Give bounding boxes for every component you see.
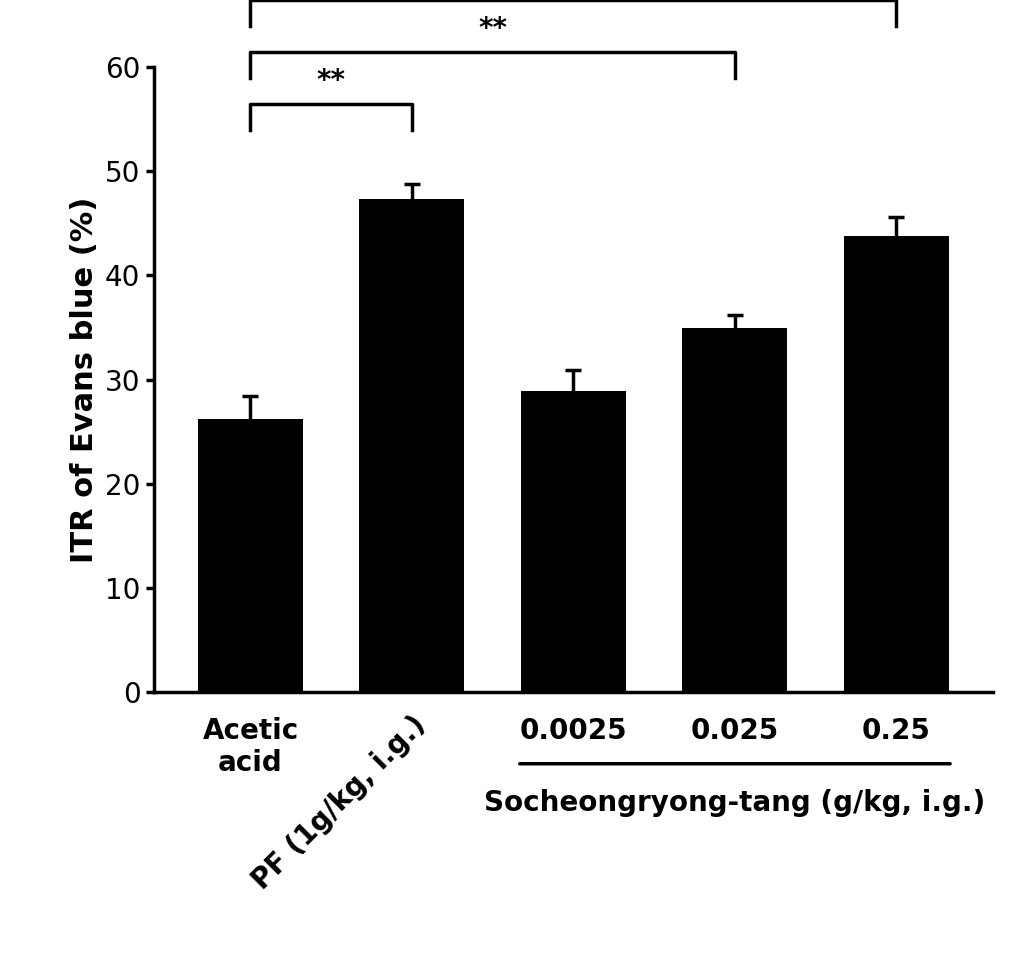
Bar <box>682 328 787 692</box>
Bar <box>844 235 949 692</box>
Text: Socheongryong-tang (g/kg, i.g.): Socheongryong-tang (g/kg, i.g.) <box>484 789 985 817</box>
Text: **: ** <box>478 15 507 43</box>
Text: **: ** <box>316 67 346 95</box>
Bar <box>521 391 626 692</box>
Text: 0.0025: 0.0025 <box>519 717 628 745</box>
Bar <box>198 419 303 692</box>
Text: PF (1g/kg, i.g.): PF (1g/kg, i.g.) <box>247 710 432 895</box>
Bar <box>359 200 465 692</box>
Y-axis label: ITR of Evans blue (%): ITR of Evans blue (%) <box>71 196 99 563</box>
Text: Acetic
acid: Acetic acid <box>203 717 299 777</box>
Text: 0.025: 0.025 <box>691 717 779 745</box>
Text: 0.25: 0.25 <box>862 717 931 745</box>
